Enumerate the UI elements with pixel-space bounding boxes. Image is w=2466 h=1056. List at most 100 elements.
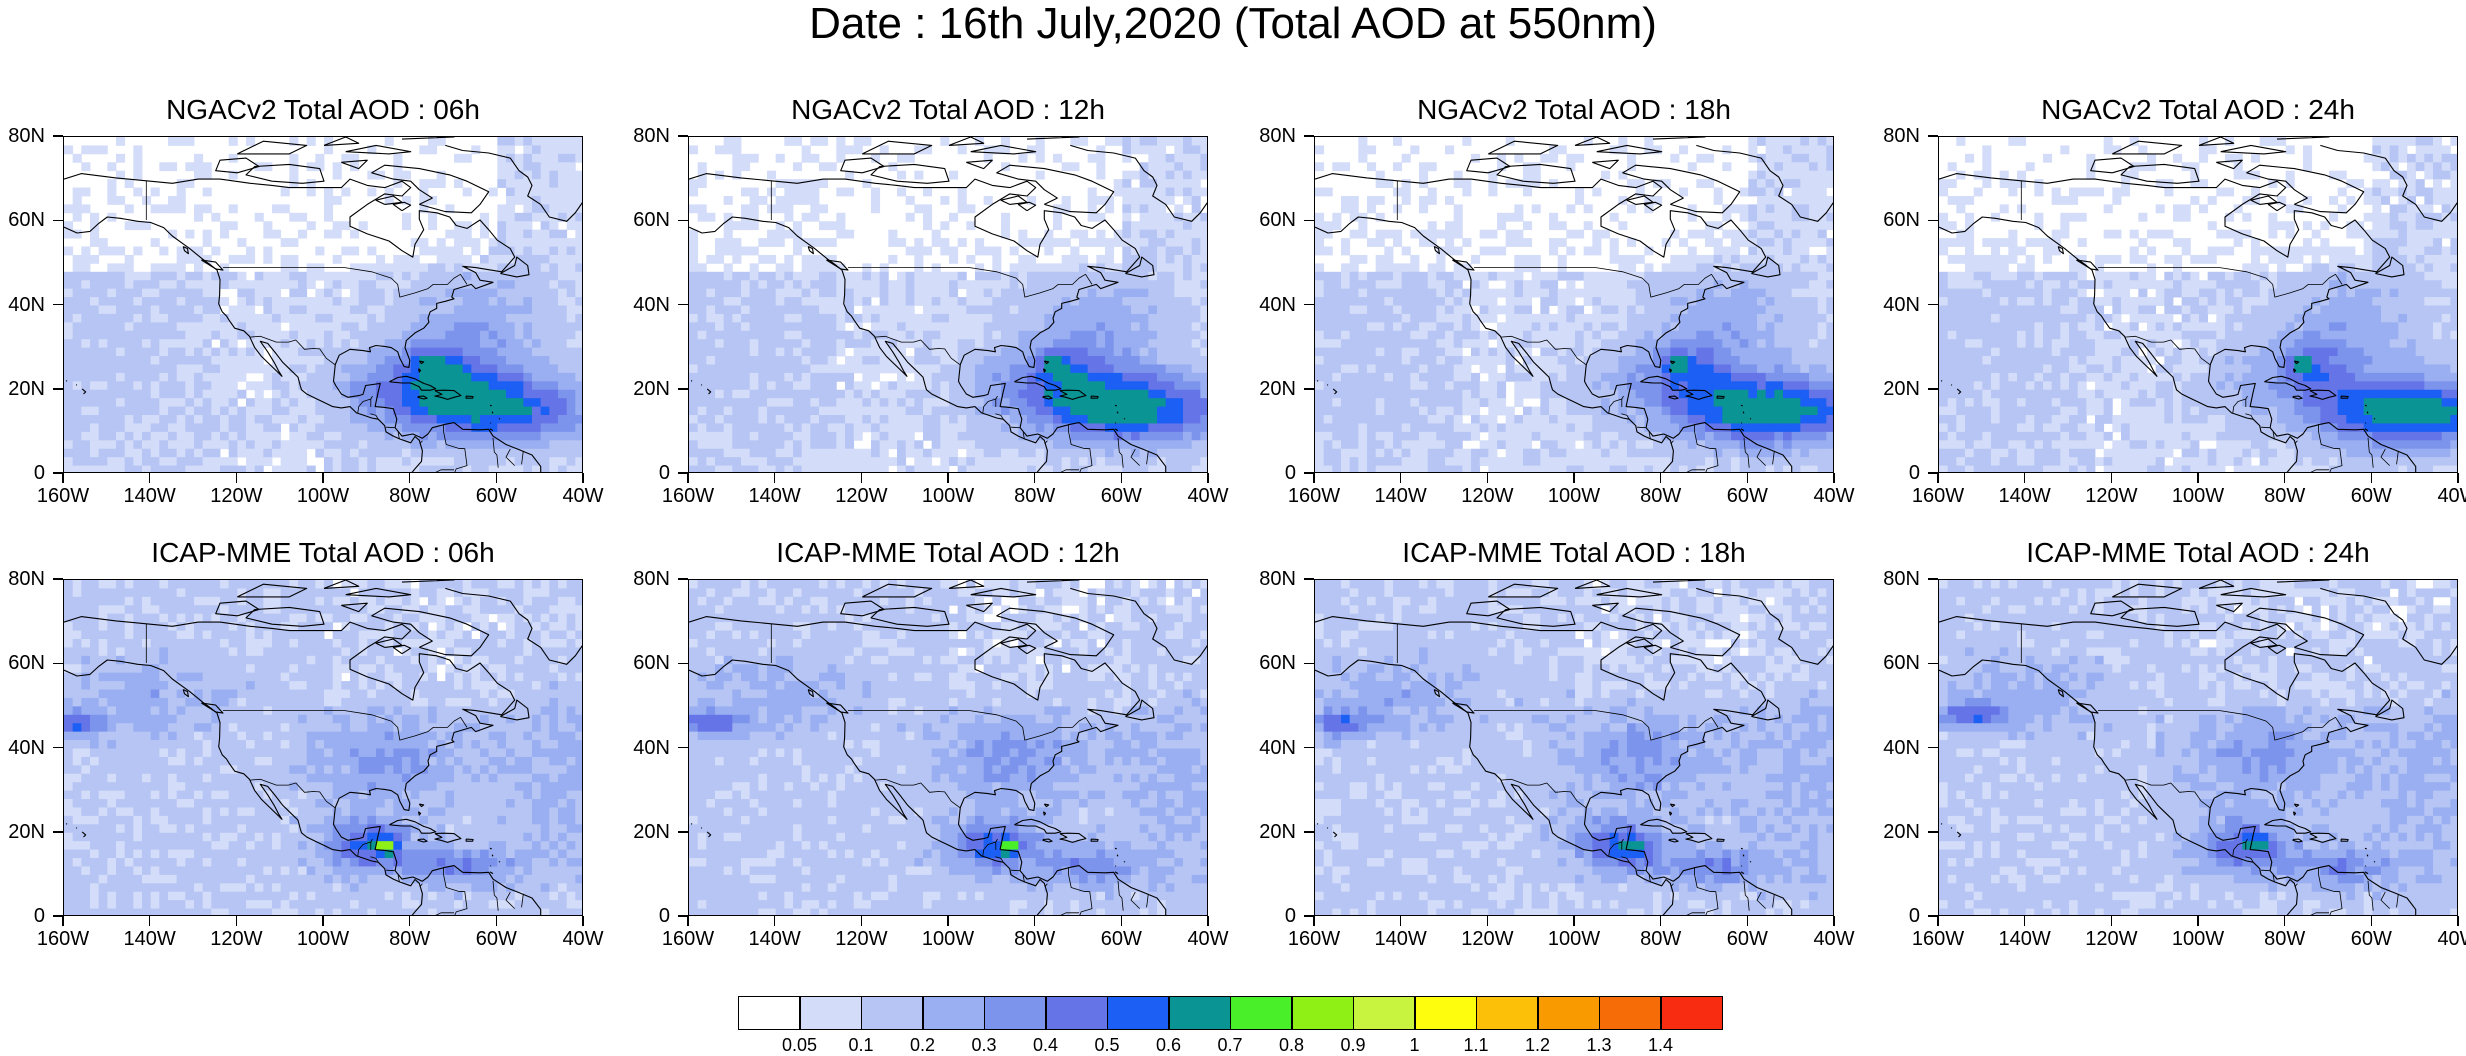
aod-cell bbox=[793, 195, 803, 205]
aod-cell bbox=[1696, 179, 1706, 188]
aod-cell bbox=[332, 297, 342, 306]
aod-cell bbox=[506, 204, 516, 214]
aod-cell bbox=[454, 465, 464, 472]
aod-cell bbox=[410, 381, 420, 391]
aod-cell bbox=[358, 322, 368, 332]
aod-cell bbox=[1148, 170, 1158, 180]
aod-cell bbox=[1105, 137, 1115, 146]
aod-cell bbox=[263, 271, 273, 281]
aod-cell bbox=[1826, 322, 1833, 332]
aod-cell bbox=[497, 288, 507, 298]
aod-cell bbox=[419, 322, 429, 332]
aod-cell bbox=[540, 238, 550, 247]
aod-cell bbox=[1131, 389, 1141, 399]
aod-cell bbox=[1809, 297, 1819, 306]
aod-cell bbox=[957, 339, 967, 349]
aod-cell bbox=[940, 313, 950, 323]
aod-cell bbox=[1592, 246, 1602, 256]
aod-cell bbox=[272, 364, 282, 374]
aod-cell bbox=[758, 423, 768, 433]
aod-cell bbox=[419, 406, 429, 416]
aod-cell bbox=[1070, 457, 1080, 466]
aod-cell bbox=[393, 356, 403, 365]
aod-cell bbox=[1436, 297, 1446, 306]
aod-cell bbox=[1826, 305, 1833, 315]
aod-cell bbox=[1419, 364, 1429, 374]
aod-cell bbox=[1661, 347, 1671, 357]
aod-cell bbox=[1070, 372, 1080, 382]
aod-cell bbox=[732, 313, 742, 323]
lat-tick-label: 60N bbox=[633, 209, 670, 232]
aod-cell bbox=[1566, 347, 1576, 357]
aod-cell bbox=[1705, 372, 1715, 382]
aod-cell bbox=[1505, 364, 1515, 374]
aod-cell bbox=[1001, 330, 1011, 340]
aod-cell bbox=[1661, 339, 1671, 349]
aod-cell bbox=[741, 448, 751, 458]
aod-cell bbox=[315, 347, 325, 357]
aod-cell bbox=[1809, 356, 1819, 365]
aod-cell bbox=[1427, 330, 1437, 340]
aod-cell bbox=[176, 179, 186, 188]
aod-cell bbox=[549, 137, 559, 146]
aod-cell bbox=[1748, 246, 1758, 256]
aod-cell bbox=[1419, 162, 1429, 172]
aod-cell bbox=[1070, 415, 1080, 424]
aod-cell bbox=[410, 356, 420, 365]
aod-cell bbox=[767, 406, 777, 416]
aod-cell bbox=[272, 448, 282, 458]
aod-cell bbox=[142, 347, 152, 357]
coastline bbox=[498, 418, 501, 420]
aod-cell bbox=[185, 356, 195, 365]
lon-tick-label: 100W bbox=[921, 485, 975, 507]
aod-cell bbox=[1523, 221, 1533, 231]
aod-cell bbox=[514, 372, 524, 382]
aod-map bbox=[688, 136, 1208, 473]
aod-cell bbox=[1183, 381, 1193, 391]
aod-cell bbox=[689, 398, 699, 408]
aod-cell bbox=[64, 288, 74, 298]
aod-cell bbox=[949, 212, 959, 222]
aod-cell bbox=[1809, 137, 1819, 146]
aod-cell bbox=[523, 212, 533, 222]
aod-cell bbox=[116, 431, 126, 441]
aod-cell bbox=[914, 288, 924, 298]
aod-cell bbox=[116, 137, 126, 146]
aod-cell bbox=[784, 229, 794, 239]
aod-cell bbox=[289, 322, 299, 332]
aod-cell bbox=[402, 339, 412, 349]
aod-cell bbox=[436, 305, 446, 315]
aod-cell bbox=[784, 448, 794, 458]
map-panel: NGACv2 Total AOD : 12h 80N 60N 40N 20N 0 160W 1… bbox=[633, 96, 1228, 507]
aod-cell bbox=[697, 423, 707, 433]
aod-cell bbox=[784, 372, 794, 382]
aod-cell bbox=[1315, 313, 1325, 323]
aod-cell bbox=[1523, 347, 1533, 357]
aod-cell bbox=[732, 137, 742, 146]
aod-cell bbox=[1183, 440, 1193, 450]
aod-cell bbox=[211, 372, 221, 382]
aod-cell bbox=[827, 271, 837, 281]
aod-cell bbox=[367, 389, 377, 399]
aod-cell bbox=[793, 339, 803, 349]
aod-cell bbox=[1713, 280, 1723, 290]
aod-cell bbox=[1809, 212, 1819, 222]
aod-cell bbox=[1018, 238, 1028, 247]
aod-cell bbox=[514, 431, 524, 441]
aod-cell bbox=[150, 305, 160, 315]
aod-cell bbox=[1679, 297, 1689, 306]
aod-cell bbox=[1105, 431, 1115, 441]
aod-cell bbox=[1757, 356, 1767, 365]
aod-cell bbox=[90, 254, 100, 264]
aod-cell bbox=[142, 381, 152, 391]
aod-cell bbox=[358, 415, 368, 424]
aod-cell bbox=[514, 423, 524, 433]
aod-cell bbox=[1315, 145, 1325, 155]
aod-cell bbox=[549, 398, 559, 408]
aod-cell bbox=[211, 465, 221, 472]
aod-cell bbox=[1148, 288, 1158, 298]
aod-cell bbox=[324, 137, 334, 146]
aod-cell bbox=[306, 221, 316, 231]
aod-cell bbox=[1191, 398, 1201, 408]
aod-cell bbox=[384, 440, 394, 450]
